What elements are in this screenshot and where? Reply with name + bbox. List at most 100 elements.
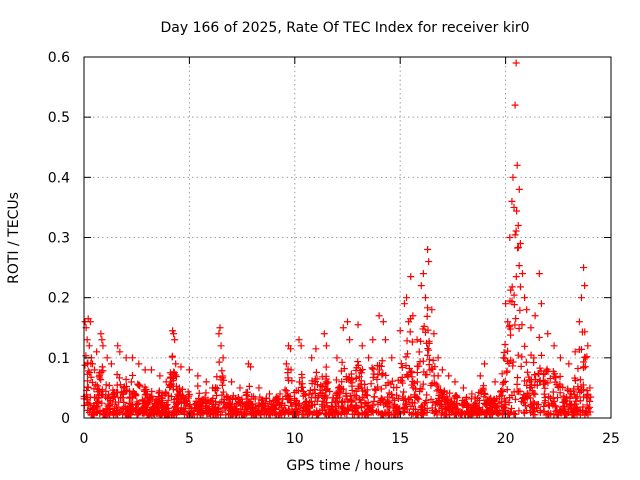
data-point <box>266 390 274 398</box>
noise-point <box>277 403 285 411</box>
noise-point <box>408 338 416 346</box>
noise-point <box>337 410 345 418</box>
noise-point <box>228 404 236 412</box>
noise-point <box>232 410 240 418</box>
noise-point <box>320 403 328 411</box>
noise-point <box>148 388 156 396</box>
noise-point <box>234 393 242 401</box>
noise-point <box>556 373 564 381</box>
noise-point <box>580 364 588 372</box>
noise-point <box>338 358 346 366</box>
noise-point <box>311 385 319 393</box>
data-point <box>369 336 377 344</box>
noise-point <box>417 337 425 345</box>
noise-point <box>409 410 417 418</box>
noise-point <box>501 340 509 348</box>
noise-point <box>364 401 372 409</box>
noise-point <box>418 385 426 393</box>
data-point <box>217 342 225 350</box>
noise-point <box>305 408 313 416</box>
noise-point <box>514 351 522 359</box>
noise-point <box>528 387 536 395</box>
noise-point <box>306 399 314 407</box>
data-point <box>122 354 130 362</box>
noise-point <box>139 397 147 405</box>
noise-point <box>411 405 419 413</box>
noise-point <box>422 397 430 405</box>
noise-point <box>419 357 427 365</box>
data-point <box>83 336 91 344</box>
noise-point <box>121 403 129 411</box>
noise-point <box>518 397 526 405</box>
data-point <box>510 203 518 211</box>
data-point <box>506 234 514 241</box>
y-tick-label: 0.5 <box>48 110 70 126</box>
noise-point <box>424 304 432 312</box>
noise-point <box>248 405 256 413</box>
noise-point <box>403 337 411 345</box>
noise-point <box>397 376 405 384</box>
data-point <box>365 354 373 362</box>
noise-point <box>135 381 143 389</box>
data-point <box>97 330 105 338</box>
noise-point <box>503 386 511 394</box>
noise-point <box>579 403 587 411</box>
noise-point <box>541 399 549 407</box>
noise-point <box>366 405 374 413</box>
data-point <box>194 372 202 380</box>
noise-point <box>397 360 405 368</box>
noise-point <box>292 400 300 408</box>
noise-point <box>115 374 123 382</box>
noise-point <box>429 365 437 373</box>
noise-point <box>348 398 356 406</box>
noise-point <box>367 380 375 388</box>
noise-point <box>355 396 363 404</box>
data-point <box>577 294 585 302</box>
noise-point <box>99 407 107 415</box>
noise-point <box>276 399 284 407</box>
noise-point <box>576 376 584 384</box>
noise-point <box>553 411 561 419</box>
noise-point <box>378 357 386 365</box>
noise-point <box>512 227 520 235</box>
noise-point <box>584 405 592 413</box>
data-point <box>516 240 524 248</box>
noise-point <box>84 377 92 385</box>
noise-point <box>527 400 535 408</box>
noise-point <box>426 356 434 364</box>
noise-point <box>152 397 160 405</box>
data-point <box>428 306 436 314</box>
noise-point <box>427 381 435 389</box>
noise-point <box>390 396 398 404</box>
noise-point <box>515 324 523 332</box>
noise-point <box>400 408 408 416</box>
noise-point <box>511 321 519 329</box>
data-point <box>409 312 417 320</box>
noise-point <box>400 396 408 404</box>
noise-point <box>281 386 289 394</box>
noise-point <box>427 395 435 403</box>
data-point <box>216 324 224 332</box>
noise-point <box>372 386 380 394</box>
x-axis-label: GPS time / hours <box>286 458 403 474</box>
noise-point <box>198 396 206 404</box>
noise-point <box>245 382 253 390</box>
noise-point <box>454 409 462 417</box>
noise-point <box>483 411 491 419</box>
noise-point <box>84 400 92 408</box>
noise-point <box>142 386 150 394</box>
noise-point <box>511 395 519 403</box>
noise-point <box>347 403 355 411</box>
noise-point <box>495 399 503 407</box>
noise-point <box>428 404 436 412</box>
chart-title: Day 166 of 2025, Rate Of TEC Index for r… <box>160 20 529 36</box>
noise-point <box>460 400 468 408</box>
data-point <box>320 330 328 338</box>
y-axis-label: ROTI / TECUs <box>6 192 22 284</box>
data-point <box>236 384 244 392</box>
noise-point <box>357 369 365 377</box>
noise-point <box>272 393 280 401</box>
noise-point <box>295 399 303 407</box>
noise-point <box>262 411 270 419</box>
data-point <box>141 366 149 374</box>
